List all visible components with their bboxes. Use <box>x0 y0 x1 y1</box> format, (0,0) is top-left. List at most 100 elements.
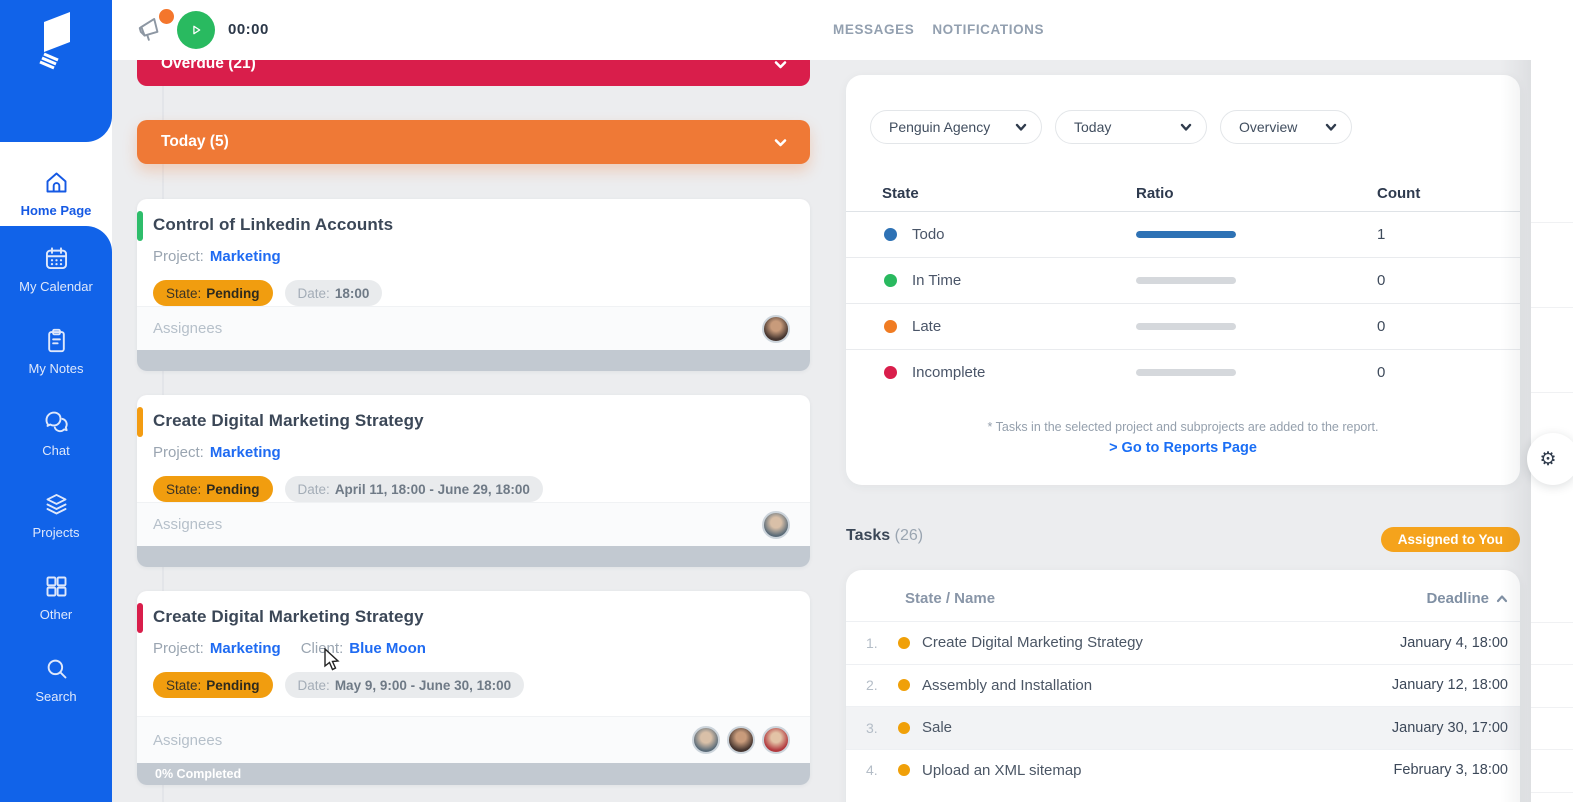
chat-icon <box>43 409 70 436</box>
state-label: Todo <box>912 226 945 243</box>
filter-select[interactable]: Overview <box>1220 110 1352 144</box>
task-meta: Project: Marketing <box>153 248 281 265</box>
report-row: Incomplete 0 <box>846 349 1520 395</box>
project-link[interactable]: Marketing <box>209 248 281 265</box>
task-row[interactable]: 4. Upload an XML sitemap February 3, 18:… <box>846 748 1520 792</box>
section-today[interactable]: Today (5) <box>137 120 810 164</box>
sort-asc-icon <box>1496 594 1508 602</box>
search-icon <box>43 655 70 682</box>
avatar-group <box>762 314 790 343</box>
assignee-avatar[interactable] <box>727 726 755 754</box>
timer-play-button[interactable] <box>177 11 215 49</box>
card-list: Control of Linkedin Accounts Project: Ma… <box>137 199 810 785</box>
assignees-label: Assignees <box>153 320 223 338</box>
task-deadline: February 3, 18:00 <box>1393 762 1508 779</box>
assignees-label: Assignees <box>153 731 223 749</box>
chevron-down-icon <box>1325 123 1337 131</box>
announcements-icon[interactable] <box>136 9 174 48</box>
assignees-row: Assignees <box>137 502 810 547</box>
task-name: Sale <box>922 719 953 737</box>
tasks-table: State / Name Deadline 1. Create Digital … <box>846 570 1520 802</box>
col-state: State <box>882 185 919 202</box>
sidebar-logo-block <box>0 0 112 142</box>
sidebar-item-other[interactable]: Other <box>0 556 112 638</box>
home-icon <box>43 169 70 196</box>
client-link[interactable]: Blue Moon <box>349 640 426 657</box>
task-meta: Project: Marketing Client: Blue Moon <box>153 640 426 657</box>
date-badge: Date: April 11, 18:00 - June 29, 18:00 <box>284 476 543 502</box>
right-rail <box>1531 60 1573 802</box>
state-dot-icon <box>884 366 897 379</box>
task-name: Upload an XML sitemap <box>922 761 1082 779</box>
timer-display: 00:00 <box>228 21 269 38</box>
assignees-row: Assignees <box>137 306 810 351</box>
task-deadline: January 30, 17:00 <box>1391 719 1508 736</box>
ratio-bar <box>1136 323 1236 330</box>
col-deadline-sort[interactable]: Deadline <box>1426 590 1508 607</box>
grid-icon <box>43 573 70 600</box>
go-to-reports-link[interactable]: > Go to Reports Page <box>1109 440 1257 456</box>
task-row[interactable]: 2. Assembly and Installation January 12,… <box>846 663 1520 707</box>
progress-bar: 0% Completed <box>137 763 810 785</box>
task-title: Control of Linkedin Accounts <box>153 215 394 234</box>
sidebar-item-home-page[interactable]: Home Page <box>0 152 112 234</box>
messages-link[interactable]: MESSAGES <box>833 22 915 37</box>
state-label: Incomplete <box>912 364 986 381</box>
task-row[interactable]: 3. Sale January 30, 17:00 <box>846 706 1520 749</box>
avatar-group <box>762 510 790 539</box>
chevron-down-icon <box>1180 123 1192 131</box>
project-link[interactable]: Marketing <box>209 444 281 461</box>
tasks-count: (26) <box>894 527 924 544</box>
sidebar-item-search[interactable]: Search <box>0 638 112 720</box>
top-header: 00:00 MESSAGES NOTIFICATIONS <box>112 0 1573 60</box>
state-badge: State: Pending <box>153 672 273 698</box>
sidebar: Home Page My Calendar My Notes Chat Proj… <box>0 0 112 802</box>
sidebar-item-my-calendar[interactable]: My Calendar <box>0 228 112 310</box>
tasks-table-header: State / Name Deadline <box>846 570 1520 621</box>
header-nav: MESSAGES NOTIFICATIONS <box>833 22 1044 37</box>
project-link[interactable]: Marketing <box>209 640 281 657</box>
task-row[interactable]: 1. Create Digital Marketing Strategy Jan… <box>846 621 1520 664</box>
row-number: 1. <box>866 634 878 651</box>
state-label: Late <box>912 318 942 335</box>
date-badge: Date: 18:00 <box>284 280 383 306</box>
ratio-bar <box>1136 277 1236 284</box>
task-name: Assembly and Installation <box>922 676 1093 694</box>
report-rows: Todo 1 In Time 0 Late 0 Incomplete 0 <box>846 211 1520 395</box>
assigned-to-you-badge[interactable]: Assigned to You <box>1380 527 1520 552</box>
col-count: Count <box>1377 185 1421 202</box>
filter-select[interactable]: Penguin Agency <box>870 110 1042 144</box>
filter-select[interactable]: Today <box>1055 110 1207 144</box>
assignee-avatar[interactable] <box>762 314 790 343</box>
report-note: * Tasks in the selected project and subp… <box>987 420 1379 434</box>
section-today-label: Today (5) <box>161 133 229 150</box>
sidebar-item-my-notes[interactable]: My Notes <box>0 310 112 392</box>
app-logo-icon[interactable] <box>28 8 84 72</box>
tasks-rows: 1. Create Digital Marketing Strategy Jan… <box>846 621 1520 791</box>
priority-accent <box>137 407 143 437</box>
priority-accent <box>137 603 143 633</box>
row-number: 4. <box>866 762 878 779</box>
sidebar-item-projects[interactable]: Projects <box>0 474 112 556</box>
sidebar-item-chat[interactable]: Chat <box>0 392 112 474</box>
task-deadline: January 4, 18:00 <box>1399 634 1508 651</box>
assignee-avatar[interactable] <box>692 726 720 754</box>
report-panel: Penguin Agency Today Overview State Rati… <box>846 75 1520 485</box>
content-edge-shadow <box>1500 60 1531 802</box>
state-dot-icon <box>898 636 910 649</box>
progress-bar <box>137 546 810 567</box>
notifications-link[interactable]: NOTIFICATIONS <box>932 22 1045 37</box>
report-filters: Penguin Agency Today Overview <box>870 110 1352 144</box>
count-value: 1 <box>1377 226 1386 243</box>
settings-fab[interactable]: ⚙ <box>1527 433 1573 485</box>
assignee-avatar[interactable] <box>762 726 790 754</box>
state-badge: State: Pending <box>153 280 273 306</box>
task-card[interactable]: Create Digital Marketing Strategy Projec… <box>137 591 810 785</box>
task-deadline: January 12, 18:00 <box>1391 677 1508 694</box>
assignee-avatar[interactable] <box>762 510 790 539</box>
task-card[interactable]: Control of Linkedin Accounts Project: Ma… <box>137 199 810 371</box>
task-card[interactable]: Create Digital Marketing Strategy Projec… <box>137 395 810 567</box>
task-title: Create Digital Marketing Strategy <box>153 411 424 430</box>
projects-icon <box>43 491 70 518</box>
notification-dot <box>159 9 174 24</box>
